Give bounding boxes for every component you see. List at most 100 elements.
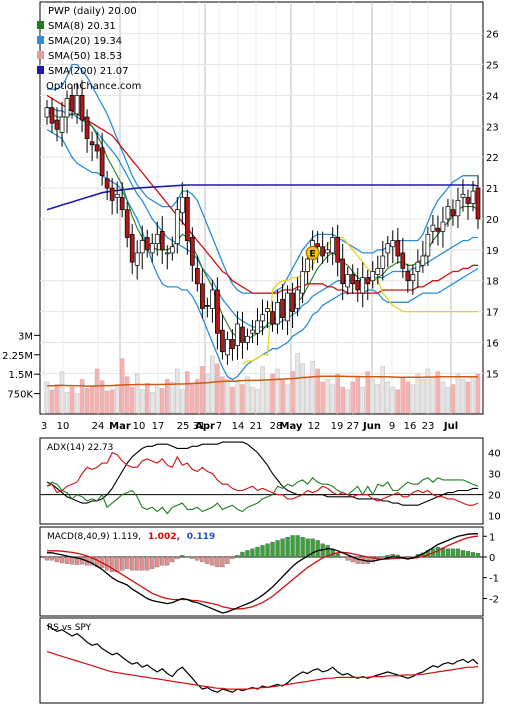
candle-body <box>59 116 65 133</box>
candle-body <box>84 116 90 139</box>
candle-body <box>94 144 100 152</box>
macd-histogram-bar <box>285 536 290 558</box>
price-tick-label: 19 <box>486 246 499 257</box>
date-tick-label: Jul <box>443 421 458 432</box>
candle-body <box>405 271 411 282</box>
candle-body <box>44 107 50 118</box>
volume-bar <box>285 384 290 414</box>
volume-bar <box>275 368 280 414</box>
volume-bar <box>235 381 240 414</box>
macd-histogram-bar <box>230 556 235 559</box>
macd-tick-label: -2 <box>489 594 499 605</box>
adx-panel-frame <box>39 437 484 525</box>
candle-body <box>300 271 305 294</box>
volume-bar <box>89 385 95 414</box>
macd-histogram-bar <box>69 556 75 565</box>
macd-title: MACD(8,40,9) 1.119, <box>47 532 141 542</box>
candle-body <box>54 119 60 130</box>
volume-bar <box>190 384 195 414</box>
volume-bar <box>265 381 270 414</box>
date-tick-label: 16 <box>404 421 417 432</box>
candle-body <box>285 292 290 322</box>
adx-series-line <box>46 477 479 515</box>
adx-tick-label: 10 <box>488 512 501 523</box>
price-legend: PWP (daily) 20.00 SMA(8) 20.31 SMA(20) 1… <box>37 6 141 92</box>
volume-bar <box>270 373 275 414</box>
candle-body <box>465 196 471 204</box>
volume-bar <box>220 376 225 414</box>
volume-bar <box>49 389 55 414</box>
candle-body <box>255 320 260 334</box>
macd-histogram-bar <box>295 535 300 558</box>
price-tick-label: 25 <box>486 61 499 72</box>
rs-series-line <box>46 651 479 690</box>
candle-body <box>365 277 371 285</box>
price-tick-label: 16 <box>486 338 499 349</box>
candle-body <box>355 280 361 291</box>
legend-sma8: SMA(8) 20.31 <box>48 21 116 32</box>
macd-histogram-bar <box>140 556 145 571</box>
volume-bar <box>149 392 155 414</box>
candle-body <box>225 339 230 356</box>
volume-bar <box>350 381 355 414</box>
legend-swatch-sma50 <box>37 51 44 59</box>
candle-body <box>380 255 386 269</box>
macd-value: 1.002, <box>148 532 180 542</box>
price-tick-label: 22 <box>486 153 499 164</box>
macd-histogram-bar <box>335 553 340 558</box>
volume-axis-labels: 3M 2.25M 1.5M 750K <box>2 331 40 401</box>
price-axis-labels: 26 25 24 23 22 21 20 19 18 17 16 15 <box>486 30 499 381</box>
macd-tick-label: 0 <box>489 553 495 564</box>
volume-bar <box>410 384 416 414</box>
candle-body <box>265 308 270 312</box>
volume-bar <box>94 368 100 414</box>
earnings-marker-circle <box>305 245 320 260</box>
volume-bar <box>330 384 335 414</box>
volume-bar <box>180 389 185 414</box>
macd-histogram-bar <box>315 540 320 558</box>
rs-lines <box>46 624 479 693</box>
volume-bar <box>290 371 295 414</box>
date-tick-label: May <box>280 421 303 432</box>
macd-histogram-bar <box>250 548 255 558</box>
price-tick-label: 21 <box>486 184 499 195</box>
candle-body <box>245 335 250 343</box>
volume-bar <box>400 376 406 414</box>
volume-bar <box>345 389 350 414</box>
volume-bar <box>295 353 300 414</box>
macd-histogram-bar <box>205 556 210 564</box>
macd-histogram-bar <box>145 556 150 571</box>
adx-label: ADX(14) 22.73 <box>47 443 113 453</box>
date-tick-label: 17 <box>152 421 165 432</box>
candle-body <box>124 209 130 238</box>
volume-bar <box>134 373 140 414</box>
macd-histogram-bar <box>370 556 375 563</box>
volume-bar <box>335 373 340 414</box>
candle-body <box>420 255 426 266</box>
macd-histogram-bar <box>195 556 200 561</box>
legend-swatch-sma8 <box>37 21 44 29</box>
macd-histogram-bar <box>130 556 135 571</box>
date-tick-label: 31 <box>193 421 206 432</box>
volume-tick-label: 3M <box>18 331 33 342</box>
adx-lines: 40 30 20 10 <box>40 441 501 523</box>
candle-body <box>250 329 255 334</box>
volume-bar <box>315 368 320 414</box>
macd-histogram-bar <box>150 556 155 569</box>
macd-histogram-bar <box>210 556 215 566</box>
candle-body <box>315 243 320 248</box>
price-tick-label: 20 <box>486 215 499 226</box>
candle-body <box>385 243 391 254</box>
volume-bar <box>320 381 325 414</box>
candle-body <box>119 196 125 211</box>
date-tick-label: 3 <box>41 421 47 432</box>
candle-body <box>215 289 220 334</box>
date-tick-label: 10 <box>57 421 70 432</box>
date-tick-label: 12 <box>308 421 321 432</box>
macd-histogram-bar <box>59 556 65 564</box>
yellow-overlay-line <box>242 236 478 365</box>
candle-body <box>144 237 150 251</box>
adx-tick-label: 20 <box>488 491 501 502</box>
volume-bar <box>370 379 376 414</box>
macd-histogram-bar <box>180 555 185 558</box>
